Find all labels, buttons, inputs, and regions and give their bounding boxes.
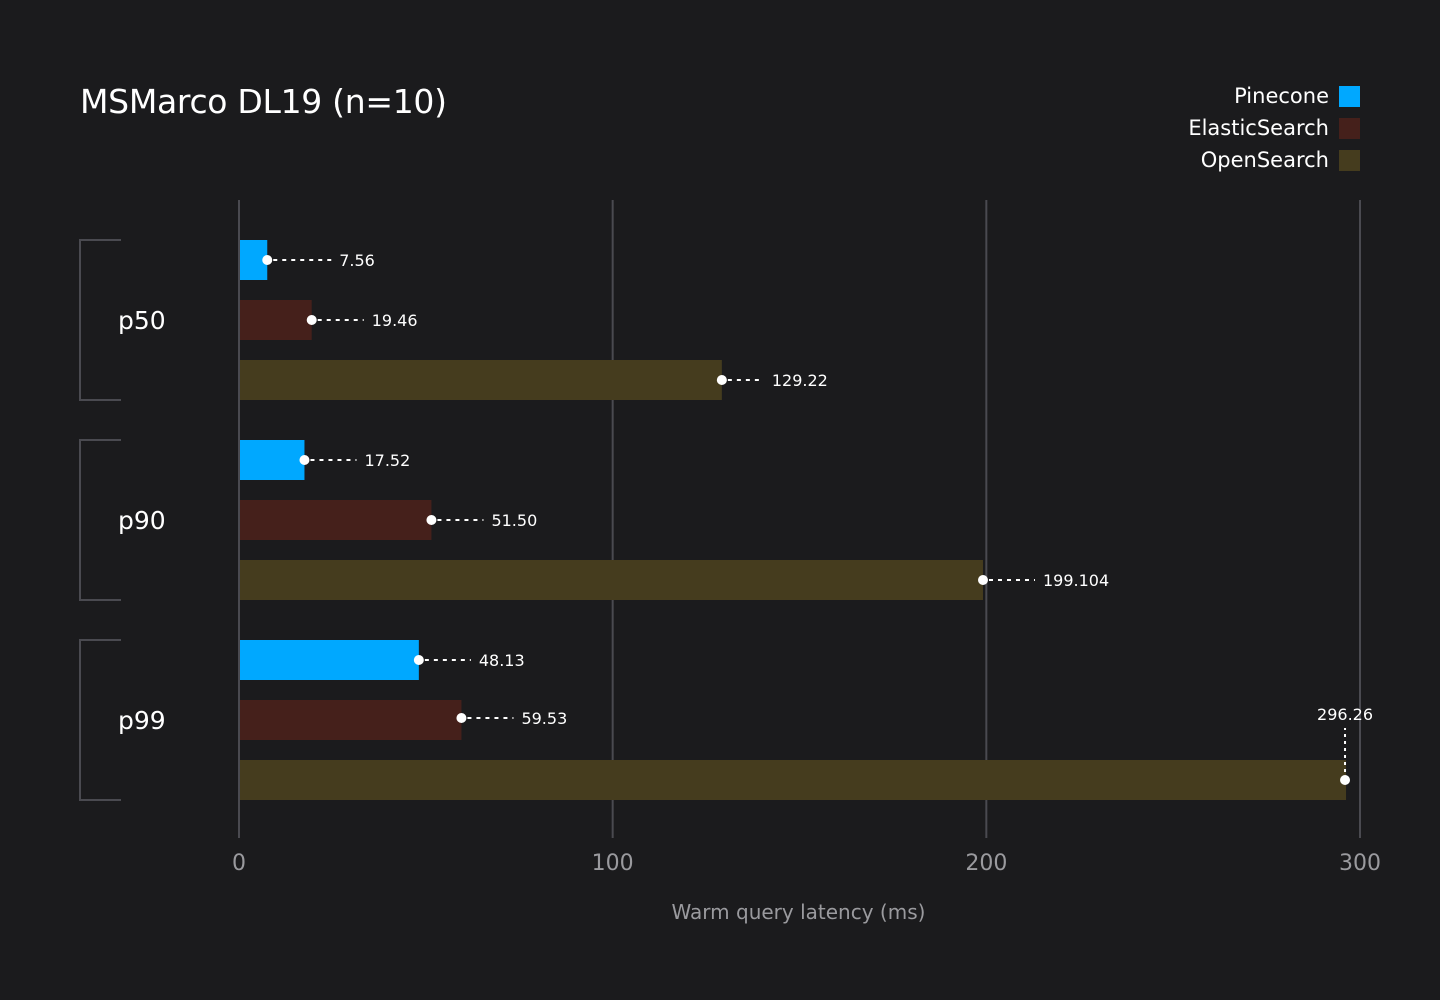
legend-item-opensearch: OpenSearch bbox=[1188, 144, 1360, 176]
group-bracket bbox=[79, 639, 121, 801]
data-point-marker bbox=[299, 455, 310, 465]
data-point-marker bbox=[262, 255, 273, 265]
data-point-marker bbox=[426, 515, 437, 525]
x-tick-label: 0 bbox=[232, 851, 246, 876]
chart-title: MSMarco DL19 (n=10) bbox=[80, 82, 447, 121]
data-point-marker bbox=[456, 713, 467, 723]
data-point-marker bbox=[413, 655, 424, 665]
group-brackets: p50 p90 p99 bbox=[79, 239, 166, 801]
group-label-p50: p50 bbox=[118, 306, 166, 335]
bar-pinecone-p99 bbox=[240, 640, 419, 680]
data-label: 296.26 bbox=[1317, 705, 1373, 724]
legend-label: OpenSearch bbox=[1200, 148, 1329, 172]
legend-item-elasticsearch: ElasticSearch bbox=[1188, 112, 1360, 144]
data-point-marker bbox=[977, 575, 988, 585]
data-label: 51.50 bbox=[491, 511, 537, 530]
data-labels: 7.56 19.46 129.22 17.52 51.50 199.104 48.13 59.… bbox=[262, 251, 1373, 785]
legend-swatch bbox=[1339, 85, 1360, 107]
legend-swatch bbox=[1339, 117, 1360, 139]
data-point-marker bbox=[1340, 775, 1351, 785]
data-label: 199.104 bbox=[1043, 571, 1109, 590]
x-axis: 0 100 200 300 bbox=[232, 851, 1381, 876]
legend-swatch bbox=[1339, 149, 1360, 171]
bar-elasticsearch-p99 bbox=[240, 700, 462, 740]
data-label: 129.22 bbox=[772, 371, 828, 390]
data-point-marker bbox=[306, 315, 317, 325]
legend: Pinecone ElasticSearch OpenSearch bbox=[1188, 80, 1360, 176]
x-axis-title: Warm query latency (ms) bbox=[672, 900, 926, 924]
data-label: 48.13 bbox=[479, 651, 525, 670]
x-tick-label: 300 bbox=[1339, 851, 1381, 876]
group-bracket bbox=[79, 439, 121, 601]
data-point-marker bbox=[716, 375, 727, 385]
x-tick-label: 200 bbox=[965, 851, 1007, 876]
data-label: 17.52 bbox=[364, 451, 410, 470]
x-tick-label: 100 bbox=[592, 851, 634, 876]
legend-label: Pinecone bbox=[1234, 84, 1329, 108]
bar-opensearch-p90 bbox=[240, 560, 983, 600]
bar-elasticsearch-p90 bbox=[240, 500, 432, 540]
data-label: 7.56 bbox=[339, 251, 375, 270]
bar-opensearch-p50 bbox=[240, 360, 722, 400]
legend-item-pinecone: Pinecone bbox=[1188, 80, 1360, 112]
group-label-p90: p90 bbox=[118, 506, 166, 535]
bar-opensearch-p99 bbox=[240, 760, 1347, 800]
data-label: 19.46 bbox=[372, 311, 418, 330]
group-bracket bbox=[79, 239, 121, 401]
gridlines bbox=[238, 200, 1361, 838]
group-label-p99: p99 bbox=[118, 706, 166, 735]
bar-pinecone-p90 bbox=[240, 440, 305, 480]
data-label: 59.53 bbox=[521, 709, 567, 728]
bars bbox=[240, 240, 1347, 800]
bar-elasticsearch-p50 bbox=[240, 300, 312, 340]
legend-label: ElasticSearch bbox=[1188, 116, 1329, 140]
